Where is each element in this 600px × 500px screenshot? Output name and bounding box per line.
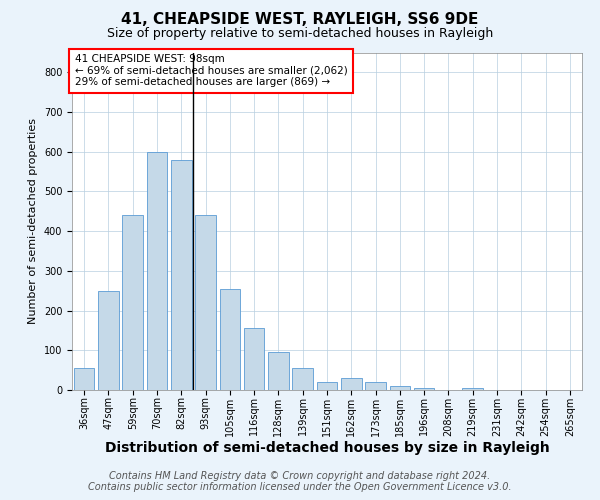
Text: 41, CHEAPSIDE WEST, RAYLEIGH, SS6 9DE: 41, CHEAPSIDE WEST, RAYLEIGH, SS6 9DE (121, 12, 479, 28)
Bar (365, 382, 386, 390)
Text: Contains HM Land Registry data © Crown copyright and database right 2024.
Contai: Contains HM Land Registry data © Crown c… (88, 471, 512, 492)
Bar (414, 388, 434, 390)
Bar (220, 289, 240, 390)
Bar (98, 290, 119, 390)
Text: Size of property relative to semi-detached houses in Rayleigh: Size of property relative to semi-detach… (107, 28, 493, 40)
Bar (244, 328, 265, 390)
Bar (389, 386, 410, 390)
Y-axis label: Number of semi-detached properties: Number of semi-detached properties (28, 118, 38, 324)
Bar (292, 368, 313, 390)
Bar (463, 388, 483, 390)
Bar (341, 378, 362, 390)
Bar (268, 352, 289, 390)
Bar (74, 368, 94, 390)
Text: 41 CHEAPSIDE WEST: 98sqm
← 69% of semi-detached houses are smaller (2,062)
29% o: 41 CHEAPSIDE WEST: 98sqm ← 69% of semi-d… (74, 54, 347, 88)
Bar (122, 216, 143, 390)
Bar (317, 382, 337, 390)
X-axis label: Distribution of semi-detached houses by size in Rayleigh: Distribution of semi-detached houses by … (104, 441, 550, 455)
Bar (171, 160, 191, 390)
Bar (146, 152, 167, 390)
Bar (195, 216, 216, 390)
